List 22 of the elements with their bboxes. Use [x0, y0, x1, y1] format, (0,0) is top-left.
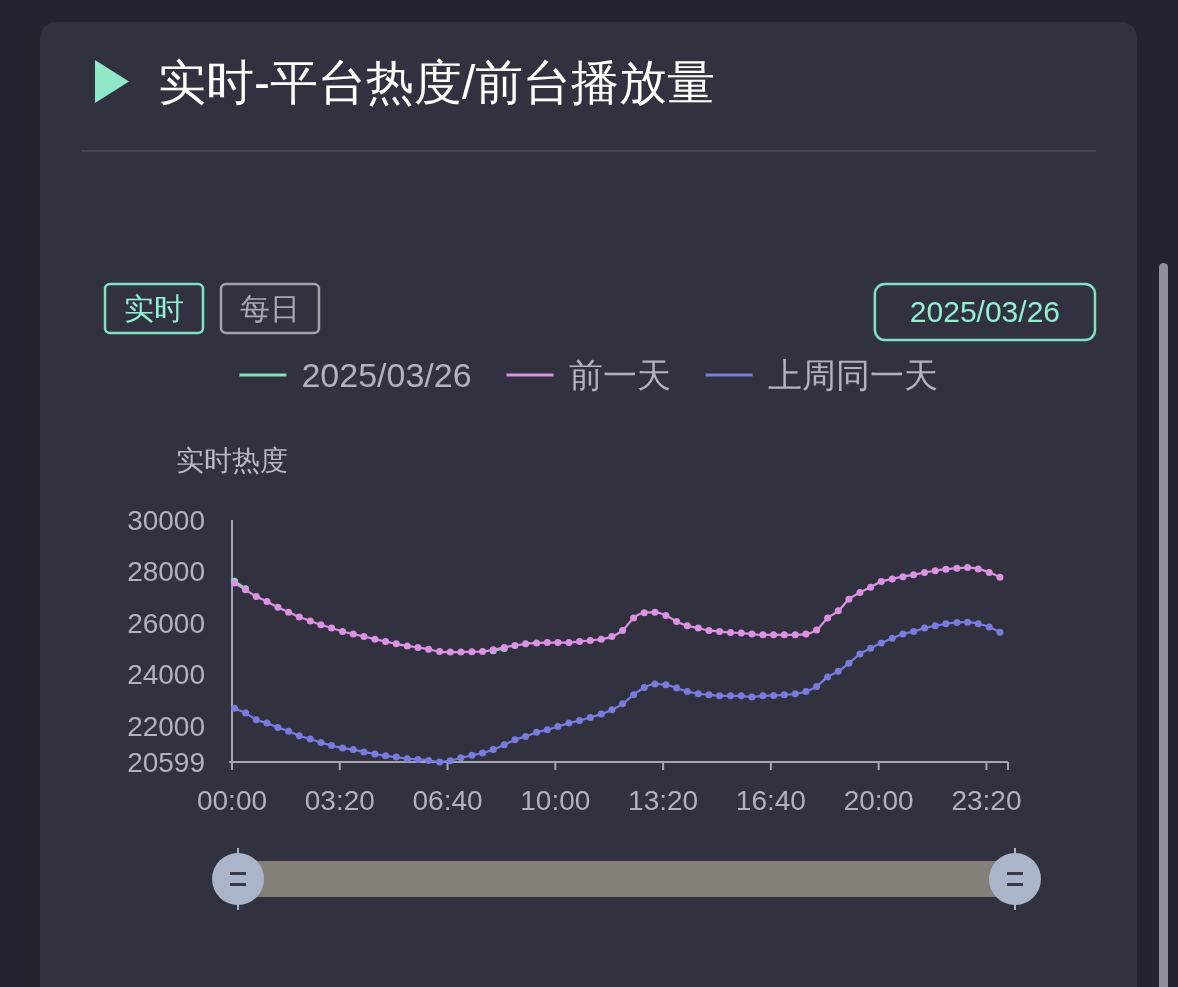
- chart-title: 实时-平台热度/前台播放量: [158, 56, 716, 109]
- y-axis-title: 实时热度: [176, 445, 288, 476]
- y-tick-label: 26000: [127, 607, 205, 639]
- tab-button: 每日: [219, 282, 321, 335]
- legend-label: 前一天: [568, 356, 671, 394]
- x-tick-label: 23:20: [951, 785, 1022, 816]
- legend-label: 2025/03/26: [301, 356, 472, 394]
- x-tick-label: 20:00: [843, 785, 914, 816]
- x-tick-label: 06:40: [412, 785, 483, 816]
- tab-button: 实时: [103, 282, 205, 335]
- x-tick-label: 10:00: [520, 785, 591, 816]
- y-tick-label: 28000: [127, 556, 205, 588]
- date-picker-field: 2025/03/26: [873, 282, 1097, 342]
- y-tick-label: 24000: [127, 659, 205, 691]
- legend-label: 上周同一天: [767, 356, 938, 394]
- x-tick-label: 00:00: [196, 785, 268, 816]
- x-tick-label: 03:20: [304, 785, 375, 816]
- y-tick-label: 20599: [127, 746, 205, 778]
- x-tick-label: 13:20: [628, 785, 699, 816]
- y-tick-label: 30000: [127, 504, 205, 536]
- y-tick-label: 22000: [127, 710, 205, 742]
- x-tick-label: 16:40: [735, 785, 806, 816]
